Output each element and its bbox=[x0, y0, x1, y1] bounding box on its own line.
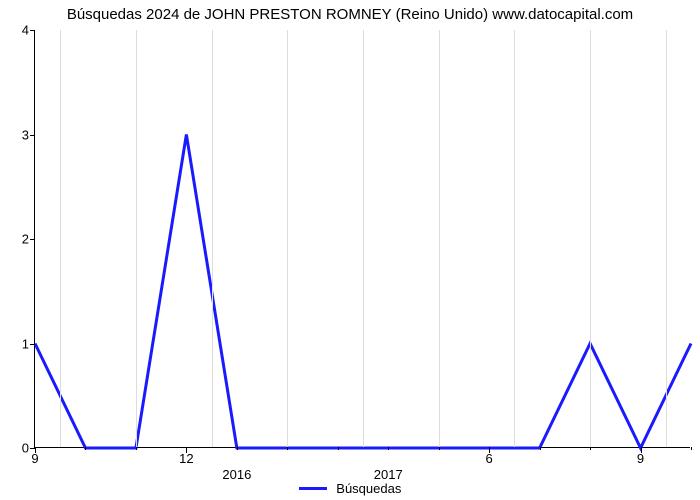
x-minor-tick-mark bbox=[85, 447, 86, 450]
x-tick-label: 6 bbox=[486, 447, 493, 466]
y-tick-label: 4 bbox=[22, 23, 35, 38]
x-minor-tick-mark bbox=[439, 447, 440, 450]
x-minor-tick-mark bbox=[691, 447, 692, 450]
gridline bbox=[666, 30, 667, 447]
gridline bbox=[363, 30, 364, 447]
x-minor-tick-mark bbox=[136, 447, 137, 450]
x-year-label: 2017 bbox=[374, 447, 403, 482]
plot-area: 012349126920162017 bbox=[34, 30, 690, 448]
gridline bbox=[439, 30, 440, 447]
x-minor-tick-mark bbox=[338, 447, 339, 450]
y-tick-label: 3 bbox=[22, 127, 35, 142]
legend-swatch bbox=[299, 487, 327, 490]
y-tick-label: 2 bbox=[22, 232, 35, 247]
x-minor-tick-mark bbox=[590, 447, 591, 450]
x-tick-label: 9 bbox=[31, 447, 38, 466]
gridline bbox=[212, 30, 213, 447]
x-tick-label: 12 bbox=[179, 447, 193, 466]
gridline bbox=[514, 30, 515, 447]
gridline bbox=[590, 30, 591, 447]
y-tick-label: 1 bbox=[22, 336, 35, 351]
gridline bbox=[287, 30, 288, 447]
gridline bbox=[60, 30, 61, 447]
x-year-label: 2016 bbox=[222, 447, 251, 482]
chart-container: Búsquedas 2024 de JOHN PRESTON ROMNEY (R… bbox=[0, 0, 700, 500]
x-minor-tick-mark bbox=[540, 447, 541, 450]
chart-title: Búsquedas 2024 de JOHN PRESTON ROMNEY (R… bbox=[0, 6, 700, 23]
x-tick-label: 9 bbox=[637, 447, 644, 466]
legend-label: Búsquedas bbox=[336, 481, 401, 496]
x-minor-tick-mark bbox=[287, 447, 288, 450]
chart-legend: Búsquedas bbox=[0, 480, 700, 496]
gridline bbox=[136, 30, 137, 447]
